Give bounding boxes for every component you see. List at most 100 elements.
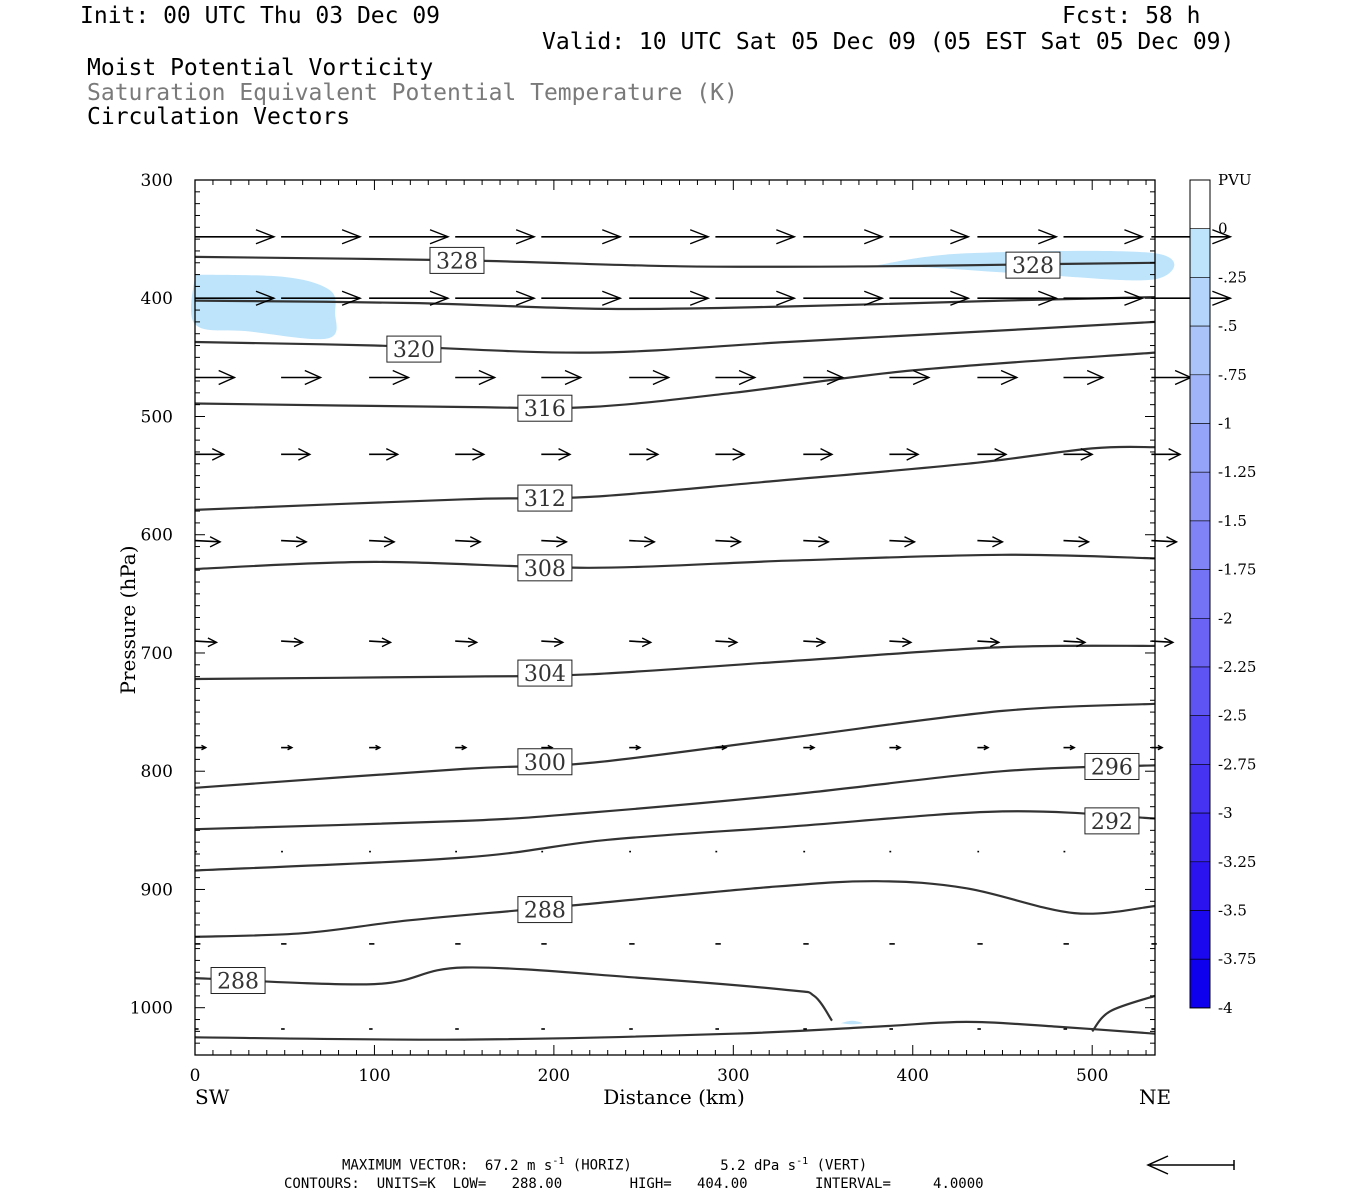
- y-tick-label: 900: [141, 880, 173, 900]
- colorbar-label: -.75: [1218, 366, 1247, 384]
- contour-label-box: [210, 967, 266, 995]
- colorbar-label: 0: [1218, 220, 1228, 238]
- vector-head: [1166, 536, 1179, 548]
- vector-head: [1069, 744, 1076, 751]
- theta-es-contour-324: [194, 296, 1156, 311]
- vector-head: [826, 369, 845, 386]
- vector-shaft: [803, 640, 825, 644]
- contour-label: 304: [524, 662, 566, 687]
- max-vector-vert-tag: (VERT): [816, 1157, 868, 1174]
- vector-head: [1212, 229, 1233, 245]
- x-tick-label: 300: [717, 1066, 749, 1086]
- contour-label-box: [386, 335, 442, 363]
- mpv-shaded-region: [191, 274, 337, 340]
- colorbar-swatch: [1189, 715, 1211, 765]
- vector-head: [646, 447, 660, 461]
- vector-head: [461, 744, 468, 751]
- theta-es-contour-308: [194, 553, 1156, 571]
- vector-head: [375, 744, 382, 751]
- vector-head: [863, 229, 885, 245]
- x-tick-label: 500: [1076, 1066, 1108, 1086]
- vector-head: [820, 447, 834, 461]
- contour-label-box: [1084, 752, 1140, 780]
- colorbar-label: -.5: [1218, 317, 1237, 335]
- vector-head: [809, 744, 816, 751]
- colorbar-label: -1: [1218, 415, 1233, 433]
- contour-label: 300: [524, 751, 566, 776]
- pvu-colorbar: 0 -.25 -.5 -.75 -1 -1.25 -1.5 -1.75 -2 -2.25 -2.5 -…: [1189, 179, 1256, 1017]
- vector-head: [209, 536, 222, 548]
- vector-head: [564, 369, 583, 386]
- vector-shaft: [803, 539, 829, 543]
- init-time: Init: 00 UTC Thu 03 Dec 09: [80, 3, 441, 29]
- vector-head: [207, 637, 219, 648]
- vector-head: [1078, 536, 1091, 548]
- vector-shaft: [455, 539, 481, 543]
- vector-head: [732, 447, 746, 461]
- contour-label: 328: [436, 249, 478, 274]
- vector-shaft: [541, 640, 563, 644]
- y-tick-label: 1000: [130, 999, 173, 1019]
- vector-head: [895, 744, 902, 751]
- colorbar-label: -1.25: [1218, 463, 1256, 481]
- y-tick-label: 800: [141, 762, 173, 782]
- vector-head: [721, 744, 728, 751]
- vector-head: [293, 637, 305, 648]
- vector-head: [994, 447, 1008, 461]
- max-vector-horiz-tag: (HORIZ): [572, 1157, 632, 1174]
- plot-frame: [194, 179, 1156, 1056]
- vector-head: [689, 229, 711, 245]
- vector-shaft: [977, 640, 999, 644]
- colorbar-label: -2.75: [1218, 755, 1256, 773]
- vector-head: [727, 637, 739, 648]
- theta-es-contour-304: [194, 644, 1156, 681]
- vector-head: [467, 637, 479, 648]
- contour-label-box: [1005, 251, 1061, 279]
- vector-shaft: [977, 539, 1003, 543]
- theta-es-contour-300: [194, 702, 1156, 789]
- colorbar-swatch: [1189, 423, 1211, 473]
- vector-head: [1080, 447, 1094, 461]
- y-tick-label: 300: [141, 171, 173, 191]
- vector-head: [298, 447, 312, 461]
- contour-label-box: [517, 484, 573, 512]
- max-vector-vert-unit-exp: -1: [796, 1156, 809, 1167]
- contour-label-box: [517, 394, 573, 422]
- field-title-mpv: Moist Potential Vorticity: [87, 55, 434, 81]
- vector-head: [950, 229, 971, 245]
- vector-shaft: [889, 539, 915, 543]
- vector-head: [472, 447, 486, 461]
- contour-label: 288: [217, 970, 259, 995]
- vector-head: [652, 369, 671, 386]
- y-tick-label: 700: [141, 644, 173, 664]
- vector-head: [1038, 229, 1059, 245]
- vector-head: [429, 229, 450, 245]
- colorbar-swatch: [1189, 374, 1211, 424]
- vector-shaft: [1063, 539, 1089, 543]
- contour-label: 320: [393, 338, 435, 363]
- contour-label: 288: [524, 899, 566, 924]
- colorbar-label: -4: [1218, 999, 1233, 1017]
- vector-head: [218, 369, 237, 386]
- mpv-shaded-region: [841, 1020, 863, 1025]
- reference-vector-head: [1146, 1155, 1169, 1175]
- vector-head: [818, 536, 830, 548]
- vector-head: [211, 447, 226, 461]
- theta-es-contour-296: [194, 764, 1156, 831]
- vector-head: [392, 369, 411, 386]
- vector-shaft: [715, 640, 737, 644]
- y-tick-label: 400: [141, 289, 173, 309]
- vector-head: [1157, 744, 1164, 751]
- colorbar-swatch: [1189, 764, 1211, 814]
- contour-label-box: [429, 246, 485, 274]
- vector-head: [644, 536, 656, 548]
- colorbar-swatch: [1189, 958, 1211, 1009]
- x-tick-label: 200: [538, 1066, 570, 1086]
- x-axis-title: Distance (km): [603, 1085, 745, 1109]
- vector-head: [385, 447, 400, 461]
- contour-label-box: [517, 748, 573, 776]
- colorbar-swatch: [1189, 617, 1211, 668]
- end-label-right: NE: [1139, 1085, 1171, 1109]
- vector-head: [515, 229, 537, 245]
